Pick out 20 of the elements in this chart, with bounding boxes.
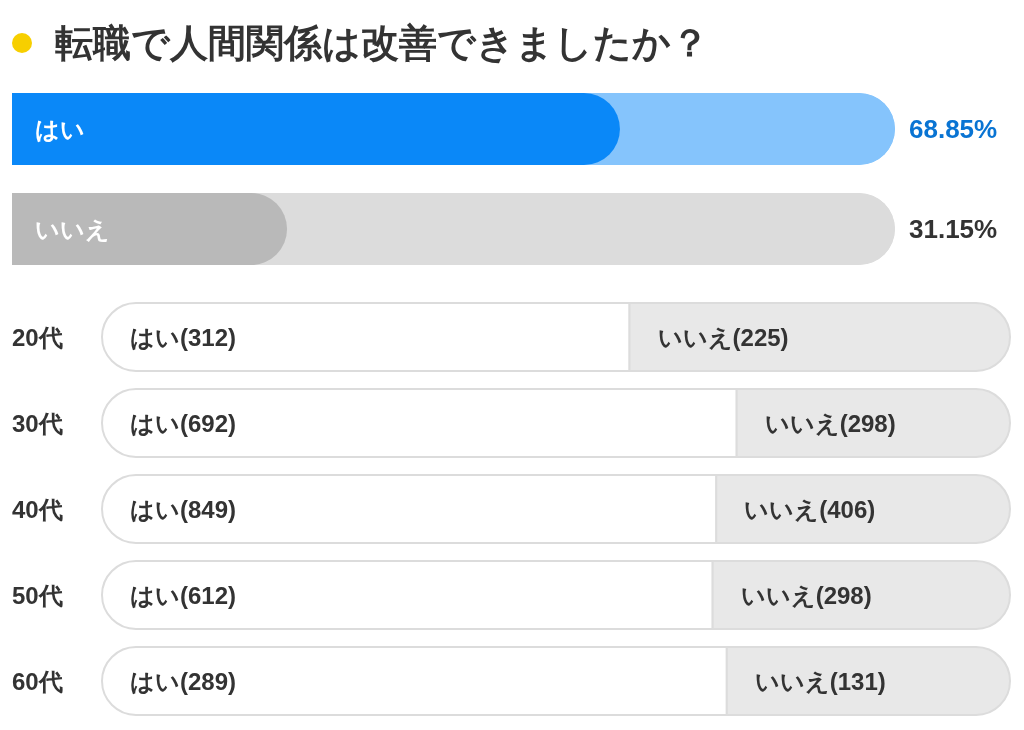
value-label: はい(289): [130, 667, 237, 695]
value-label: いいえ(298): [764, 409, 896, 437]
category-label: 50代: [12, 581, 63, 609]
title: 転職で人間関係は改善できましたか？: [55, 22, 709, 64]
value-label: いいえ(225): [657, 323, 789, 351]
value-label: いいえ(131): [754, 667, 886, 695]
category-label: 60代: [12, 667, 63, 695]
category-label: はい: [35, 115, 85, 143]
value-label: いいえ(298): [740, 581, 872, 609]
category-label: 30代: [12, 409, 63, 437]
category-label: 20代: [12, 323, 63, 351]
value-label: はい(312): [130, 323, 237, 351]
category-label: 40代: [12, 495, 63, 523]
value-label: はい(849): [130, 495, 237, 523]
value-label: 68.85%: [909, 114, 998, 144]
value-label: はい(692): [130, 409, 237, 437]
value-label: いいえ(406): [744, 495, 876, 523]
value-label: はい(612): [130, 581, 237, 609]
value-label: 31.15%: [909, 214, 998, 244]
category-label: いいえ: [35, 215, 110, 243]
